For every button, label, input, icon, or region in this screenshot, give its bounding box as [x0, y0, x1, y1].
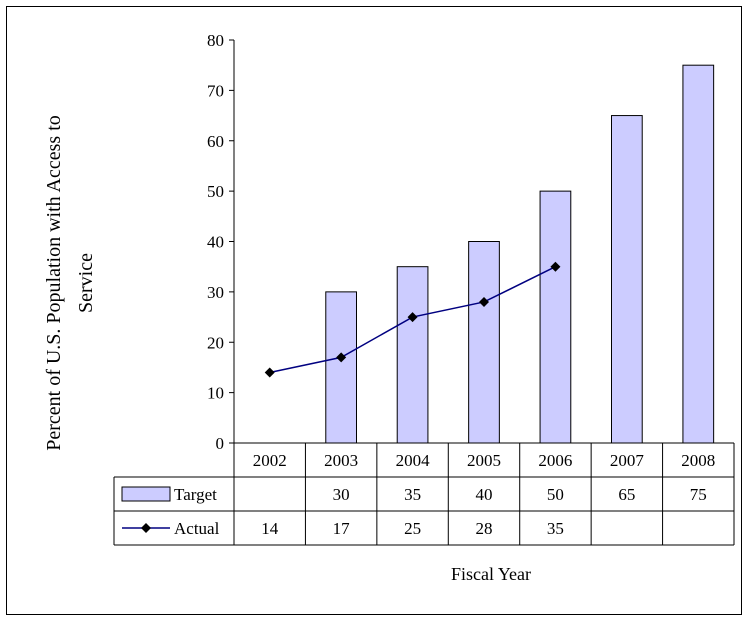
y-tick-label: 10 [207, 384, 224, 403]
x-axis-title: Fiscal Year [451, 564, 531, 584]
legend-swatch-target [121, 486, 171, 502]
marker-actual [407, 312, 418, 323]
bar-target [539, 190, 572, 444]
data-table-value: 40 [476, 485, 493, 504]
marker-actual [479, 296, 489, 307]
data-table-value: 25 [404, 519, 421, 538]
x-category-label: 2002 [253, 451, 287, 470]
y-tick-label: 30 [207, 283, 224, 302]
chart-frame [6, 6, 742, 615]
bar-target [396, 266, 429, 444]
y-tick-label: 0 [216, 434, 225, 453]
bar-target [468, 241, 500, 444]
y-tick-label: 50 [207, 182, 224, 201]
data-table-value: 75 [690, 485, 707, 504]
data-table-value: 50 [547, 485, 564, 504]
data-table-value: 35 [547, 519, 564, 538]
x-category-label: 2007 [610, 451, 645, 470]
y-tick-label: 70 [207, 81, 224, 100]
bar-target [325, 291, 357, 444]
data-table-value: 14 [261, 519, 279, 538]
y-tick-label: 20 [207, 333, 224, 352]
data-table-value: 17 [333, 519, 351, 538]
x-category-label: 2004 [396, 451, 431, 470]
bar-target [611, 115, 643, 444]
data-table-value: 35 [404, 485, 421, 504]
marker-actual [336, 352, 347, 363]
x-category-label: 2008 [681, 451, 715, 470]
marker-actual [264, 367, 275, 378]
y-tick-label: 40 [207, 233, 224, 252]
data-table-value: 65 [618, 485, 635, 504]
data-table-value: 28 [476, 519, 493, 538]
x-category-label: 2003 [324, 451, 358, 470]
legend-label-target: Target [174, 485, 217, 504]
legend-marker-actual [141, 523, 151, 533]
marker-actual [550, 261, 561, 272]
y-axis-title-line1: Percent of U.S. Population with Access t… [43, 115, 65, 451]
x-category-label: 2006 [538, 451, 572, 470]
data-table-value: 30 [333, 485, 350, 504]
y-tick-label: 60 [207, 132, 224, 151]
bar-target [682, 64, 715, 444]
y-tick-label: 80 [207, 31, 224, 50]
x-category-label: 2005 [467, 451, 501, 470]
y-axis-title-line2: Service [75, 253, 97, 313]
legend-label-actual: Actual [174, 519, 220, 538]
